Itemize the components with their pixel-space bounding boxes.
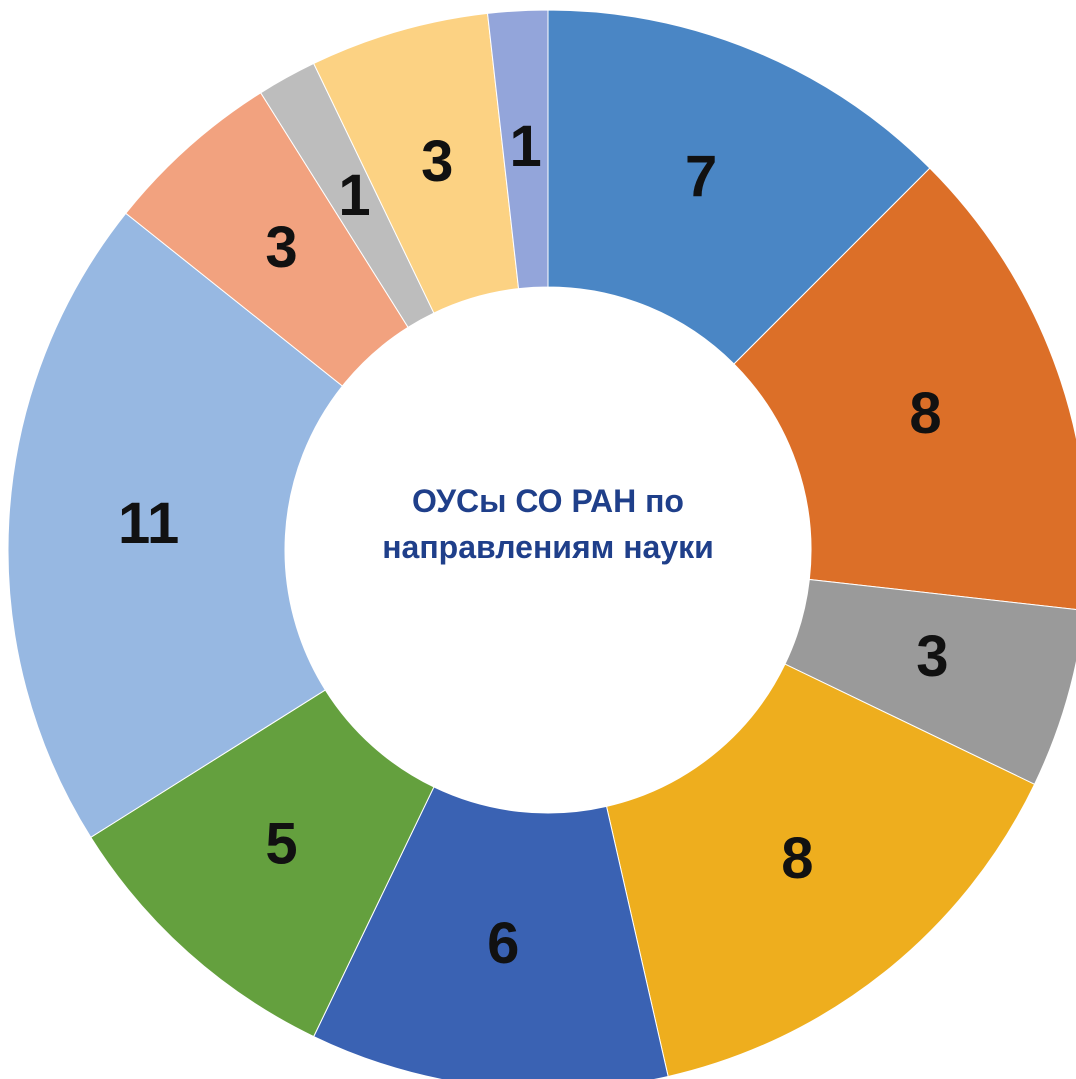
donut-slice <box>733 167 1076 610</box>
data-label: 3 <box>265 215 297 280</box>
data-label: 1 <box>338 163 370 228</box>
data-label: 6 <box>487 911 519 976</box>
data-label: 5 <box>265 812 297 877</box>
donut-slice <box>7 212 344 838</box>
donut-slice <box>547 9 931 365</box>
donut-slice <box>486 9 549 290</box>
data-label: 3 <box>916 624 948 689</box>
data-label: 11 <box>118 491 179 556</box>
data-label: 1 <box>509 114 541 179</box>
data-label: 7 <box>685 144 717 209</box>
data-label: 3 <box>421 129 453 194</box>
data-label: 8 <box>781 826 813 891</box>
data-label: 8 <box>909 381 941 446</box>
donut-slice <box>90 689 435 1038</box>
donut-slice <box>313 786 669 1079</box>
chart-title: ОУСы СО РАН по направлениям науки <box>382 483 714 565</box>
donut-slice <box>605 663 1036 1078</box>
